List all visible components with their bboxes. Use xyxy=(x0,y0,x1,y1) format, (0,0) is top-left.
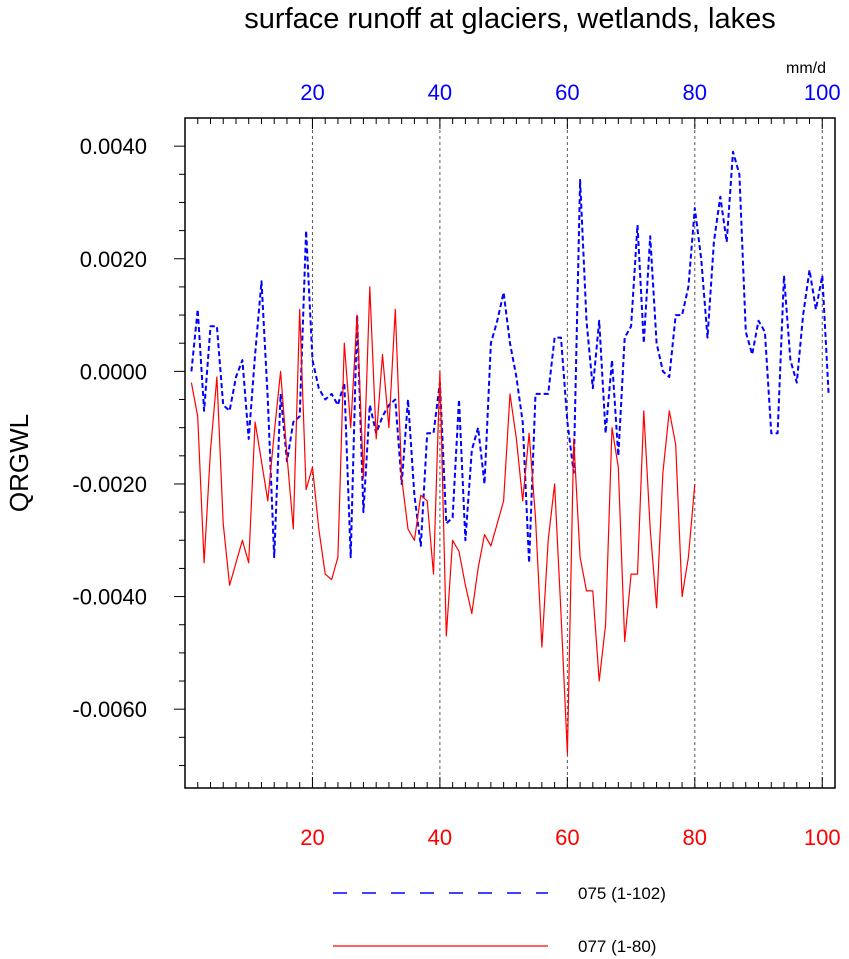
x-bottom-tick-label: 20 xyxy=(300,825,324,850)
y-tick-label: -0.0060 xyxy=(72,697,147,722)
x-top-tick-label: 60 xyxy=(555,80,579,105)
x-top-tick-label: 20 xyxy=(300,80,324,105)
axis-ticks xyxy=(174,118,836,788)
legend: 075 (1-102) 077 (1-80) xyxy=(333,884,666,956)
series-line-077 xyxy=(190,286,696,755)
y-tick-label: -0.0040 xyxy=(72,585,147,610)
x-bottom-tick-label: 80 xyxy=(683,825,707,850)
legend-label-red: 077 (1-80) xyxy=(578,937,656,956)
x-top-tick-label: 40 xyxy=(428,80,452,105)
series-lines xyxy=(190,150,830,755)
legend-label-blue: 075 (1-102) xyxy=(578,884,666,903)
y-tick-label: -0.0020 xyxy=(72,472,147,497)
series-line-075 xyxy=(190,150,830,564)
x-bottom-tick-label: 100 xyxy=(804,825,841,850)
x-top-tick-label: 100 xyxy=(804,80,841,105)
x-bottom-tick-label: 40 xyxy=(428,825,452,850)
y-axis-label: QRGWL xyxy=(4,414,34,512)
x-top-tick-label: 80 xyxy=(683,80,707,105)
chart-title: surface runoff at glaciers, wetlands, la… xyxy=(244,3,775,35)
tick-labels: 0.0040 0.0020 0.0000 -0.0020 -0.0040 -0.0060 2… xyxy=(72,80,840,850)
y-tick-label: 0.0000 xyxy=(80,359,147,384)
x-bottom-tick-label: 60 xyxy=(555,825,579,850)
units-label: mm/d xyxy=(786,60,826,77)
grid-lines xyxy=(311,118,823,788)
y-tick-label: 0.0040 xyxy=(80,134,147,159)
plot-frame xyxy=(184,117,836,789)
y-tick-label: 0.0020 xyxy=(80,247,147,272)
